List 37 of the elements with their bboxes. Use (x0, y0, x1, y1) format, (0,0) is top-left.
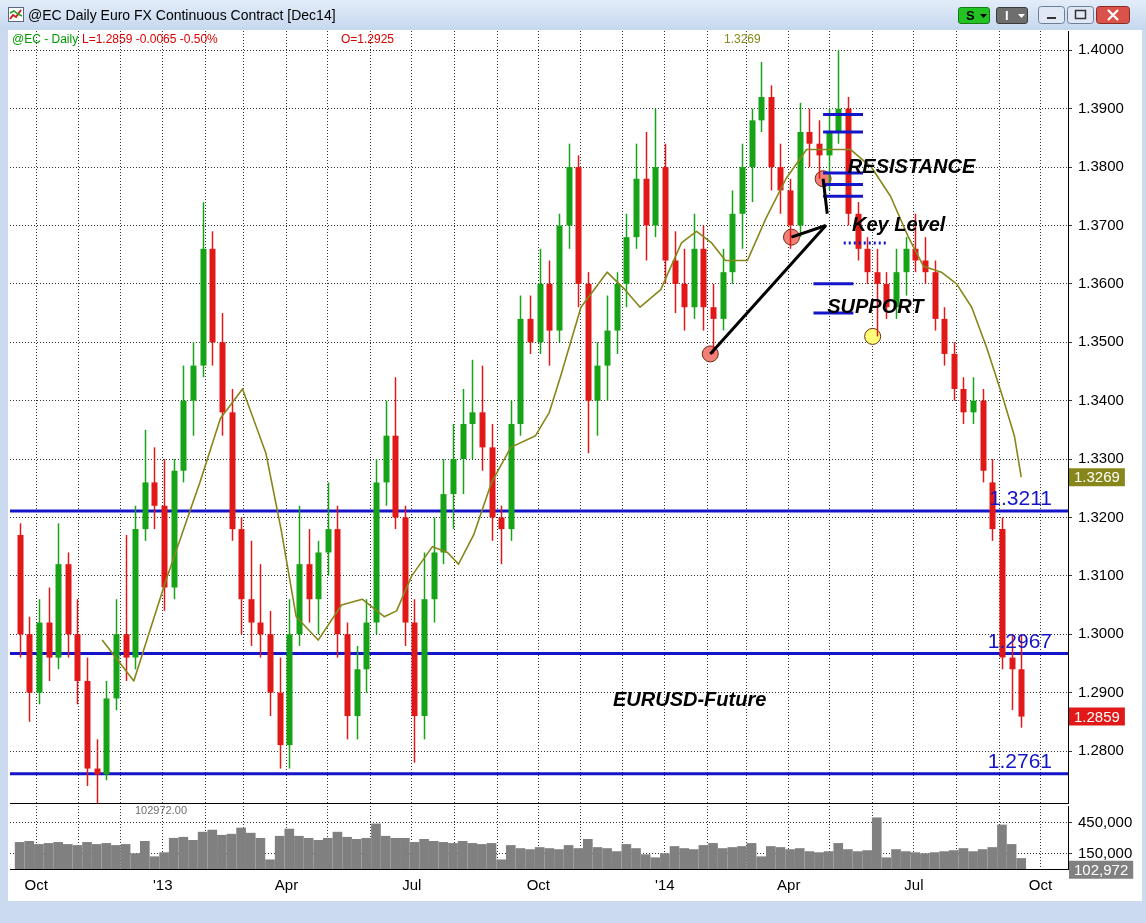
dropdown-button: I (996, 7, 1028, 24)
x-tick-label: Jul (402, 876, 422, 894)
y-tick-label: 1.3700 (1078, 215, 1124, 233)
chart-title: @EC Daily Euro FX Continuous Contract [Dec14] (28, 7, 336, 23)
x-tick-label: Apr (274, 876, 299, 894)
text: 1.3269 (1074, 468, 1120, 486)
dropdown-button: S (958, 7, 990, 24)
x-tick-label: Oct (1028, 876, 1053, 894)
annotation: L=1.2859 -0.0065 -0.50% (82, 32, 219, 47)
x-tick-label: Apr (777, 876, 801, 894)
y-tick-label: 1.3600 (1078, 274, 1124, 291)
y-tick-label: 1.2900 (1078, 682, 1124, 700)
annotation: 1.3269 (724, 32, 762, 47)
x-tick-label: '14 (655, 876, 675, 894)
ref-line-label: 1.2761 (987, 748, 1052, 772)
y-tick-label: 150,000 (1078, 843, 1133, 861)
annotation: O=1.2925 (341, 32, 395, 47)
annotation: EURUSD-Future (613, 687, 767, 710)
x-tick-label: Oct (526, 876, 551, 894)
y-tick-label: 1.3000 (1078, 624, 1124, 642)
x-tick-label: Jul (904, 876, 924, 894)
y-tick-label: 1.3800 (1078, 157, 1124, 175)
y-tick-label: 1.3300 (1078, 449, 1124, 467)
x-tick-label: Oct (24, 876, 49, 894)
y-tick-label: 1.3200 (1078, 507, 1124, 525)
y-tick-label: 1.3500 (1078, 332, 1124, 350)
annotation: 102972.00 (135, 804, 187, 817)
text: 102,972 (1074, 860, 1129, 878)
y-tick-label: 450,000 (1078, 813, 1133, 831)
y-tick-label: 1.3400 (1078, 390, 1124, 408)
annotation: @EC - Daily (12, 32, 79, 47)
x-tick-label: '13 (152, 876, 173, 894)
text: 1.2859 (1074, 707, 1120, 725)
y-tick-label: 1.3900 (1078, 98, 1124, 116)
y-tick-label: 1.2800 (1078, 741, 1124, 759)
y-tick-label: 1.4000 (1078, 40, 1124, 58)
y-tick-label: 1.3100 (1078, 565, 1124, 583)
